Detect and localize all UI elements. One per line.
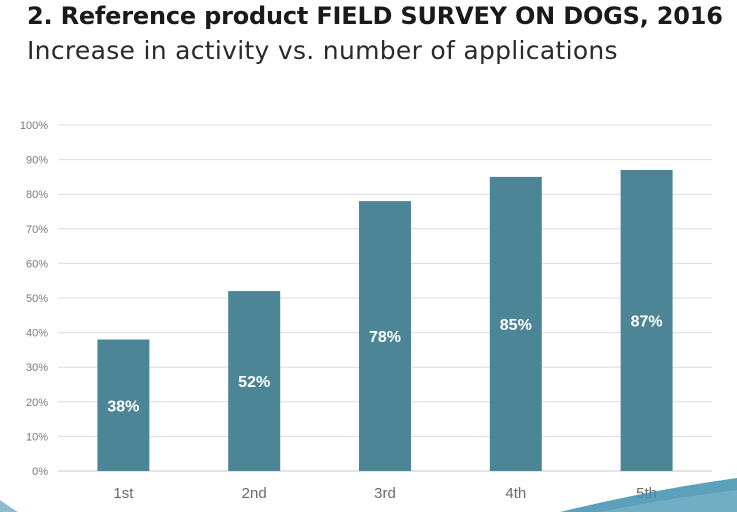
- y-tick-label: 60%: [26, 258, 48, 270]
- y-tick-label: 90%: [26, 155, 48, 167]
- y-tick-label: 70%: [26, 224, 48, 236]
- corner-wave-shape-light: [600, 490, 737, 512]
- y-tick-label: 30%: [26, 362, 48, 374]
- chart-subtitle: Increase in activity vs. number of appli…: [27, 36, 618, 65]
- bar: [228, 291, 281, 471]
- x-tick-label: 2nd: [242, 485, 267, 502]
- bar-data-label: 85%: [500, 317, 532, 334]
- bar-data-label: 52%: [238, 374, 270, 391]
- y-tick-label: 10%: [26, 431, 48, 443]
- y-tick-label: 40%: [26, 328, 48, 340]
- y-tick-label: 0%: [32, 466, 48, 478]
- x-tick-label: 1st: [113, 485, 134, 502]
- x-axis-ticks: 1st2nd3rd4th5th: [113, 485, 657, 502]
- x-tick-label: 4th: [505, 485, 526, 502]
- page-title: 2. Reference product FIELD SURVEY ON DOG…: [27, 2, 723, 30]
- x-tick-label: 3rd: [374, 485, 396, 502]
- y-axis-ticks: 0% 10% 20% 30% 40% 50% 60% 70% 80% 90% 100%: [20, 120, 48, 478]
- bar-data-label: 87%: [631, 313, 663, 330]
- bar: [489, 176, 542, 471]
- corner-accent: [0, 478, 737, 512]
- y-tick-label: 50%: [26, 293, 48, 305]
- y-tick-label: 20%: [26, 397, 48, 409]
- bar-data-labels: 38% 52% 78% 85% 87%: [107, 313, 662, 415]
- bars: [97, 169, 673, 472]
- bar-data-label: 38%: [107, 398, 139, 415]
- bar: [97, 339, 150, 471]
- bar: [359, 201, 411, 471]
- y-tick-label: 80%: [26, 189, 48, 201]
- bar-data-label: 78%: [369, 329, 401, 346]
- corner-left-shape: [0, 500, 18, 512]
- bar: [620, 169, 673, 472]
- y-tick-label: 100%: [20, 120, 48, 132]
